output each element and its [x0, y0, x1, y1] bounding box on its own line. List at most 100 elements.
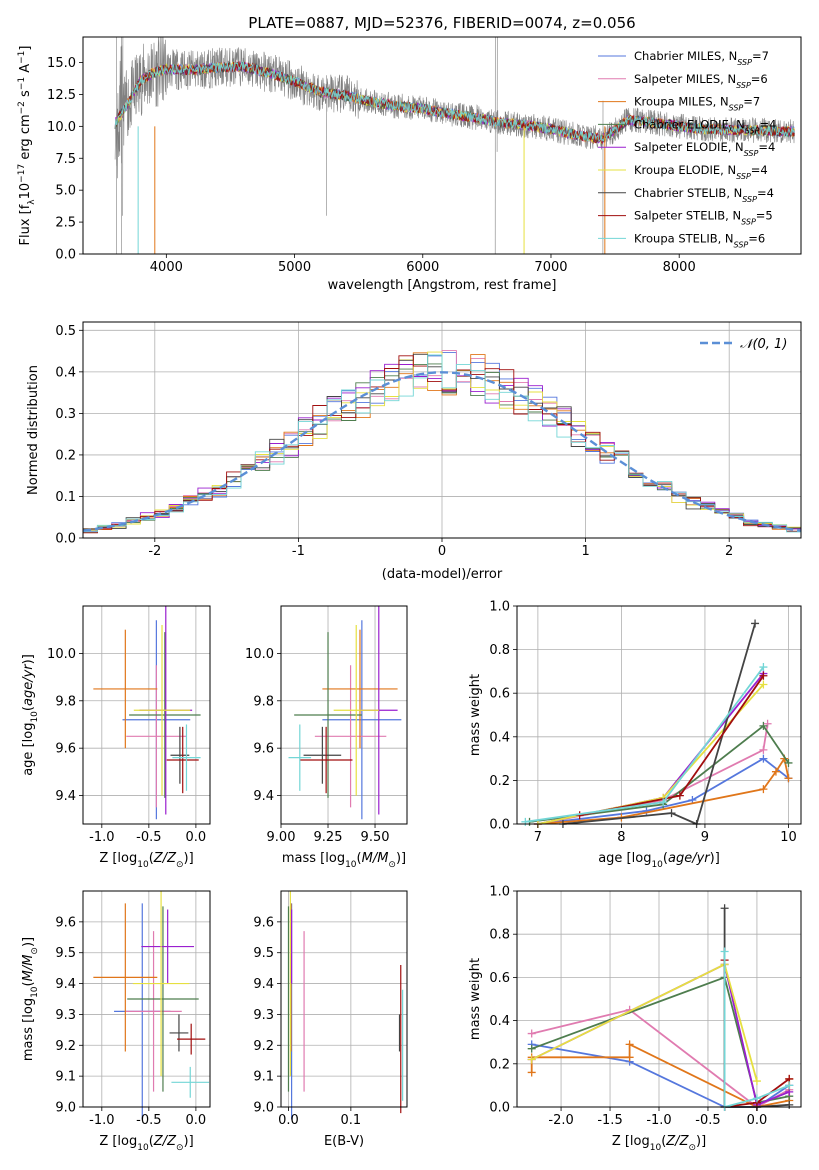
legend-text: Chabrier ELODIE, N — [634, 117, 745, 131]
series-marker — [527, 1055, 536, 1064]
label-part: ( — [149, 851, 154, 866]
legend-sub: SSP — [729, 103, 744, 112]
plot-area — [521, 619, 793, 828]
y-tick-label: 9.4 — [55, 977, 76, 992]
label-part: erg cm — [18, 114, 33, 163]
axes-frame — [516, 605, 802, 825]
x-tick-label: 8 — [617, 830, 625, 845]
label-part: ( — [21, 981, 36, 986]
legend-tail: =5 — [756, 209, 773, 223]
x-tick-label: 9.50 — [361, 830, 390, 845]
series-marker — [527, 1068, 536, 1077]
series-marker — [752, 1094, 761, 1103]
axes-frame — [82, 890, 211, 1108]
errorbar-salpeter-stelib — [166, 726, 199, 794]
x-axis-label: mass [log10(M/M⊙)] — [282, 851, 406, 870]
x-tick-label: -0.5 — [695, 1113, 720, 1128]
label-part: Flux [f — [18, 204, 33, 245]
y-tick-label: 0.4 — [489, 1014, 510, 1029]
x-tick-label: -1.0 — [646, 1113, 671, 1128]
plot-area — [288, 606, 402, 820]
ticks: 0.0 0.1 9.0 9.1 9.2 9.3 9.4 9.5 9.6 — [253, 915, 361, 1128]
x-tick-label: 0 — [438, 544, 446, 559]
x-axis-label: (data-model)/error — [382, 567, 503, 582]
x-tick-label: -1.0 — [89, 1113, 114, 1128]
series-line — [531, 976, 790, 1104]
legend-label-chabrier-elodie: Chabrier ELODIE, NSSP=4 — [634, 117, 776, 135]
panel-residuals: -2 -1 0 1 2 0.0 0.1 0.2 0.3 0.4 0.5 𝒩(0, 1) (data-mo… — [26, 321, 802, 582]
label-part: ( — [661, 1134, 666, 1149]
y-tick-label: 9.0 — [253, 1101, 274, 1116]
label-part: )] — [21, 654, 36, 664]
y-tick-label: 0.4 — [489, 730, 510, 745]
label-part: )] — [21, 937, 36, 947]
label-part: mass [log — [21, 998, 36, 1061]
x-tick-label: -0.5 — [136, 830, 161, 845]
legend-text: Salpeter MILES, N — [634, 72, 736, 86]
y-tick-label: 9.6 — [253, 742, 274, 757]
y-tick-label: 9.3 — [55, 1008, 76, 1023]
series-marker — [759, 671, 768, 680]
y-tick-label: 0.0 — [489, 1101, 510, 1116]
series-marker — [720, 904, 729, 913]
legend-label-kroupa-elodie: Kroupa ELODIE, NSSP=4 — [634, 163, 768, 181]
label-part: ( — [149, 1134, 154, 1149]
errorbar-kroupa-miles — [93, 903, 158, 1052]
series-marker — [521, 817, 530, 826]
x-axis-label: Z [log10(Z/Z⊙)] — [612, 1134, 706, 1153]
legend-tail: =7 — [752, 49, 769, 63]
x-tick-label: 9 — [701, 830, 709, 845]
label-part: ( — [21, 706, 36, 711]
label-part: 10 — [18, 183, 33, 200]
y-tick-label: 9.5 — [253, 946, 274, 961]
legend-text: Chabrier MILES, N — [634, 49, 737, 63]
x-tick-label: 5000 — [278, 260, 311, 275]
x-tick-label: 8000 — [663, 260, 696, 275]
y-tick-label: 9.0 — [55, 1101, 76, 1116]
label-part: )] — [710, 851, 720, 866]
y-tick-label: 10.0 — [47, 120, 76, 135]
plot-area — [93, 891, 210, 1120]
y-axis-label: age [log10(age/yr)] — [21, 654, 40, 776]
label-part: A — [18, 64, 33, 77]
label-part: Z [log — [99, 851, 137, 866]
series-marker — [642, 806, 651, 815]
series-marker — [759, 785, 768, 794]
label-part: Z/Z — [665, 1134, 689, 1149]
legend-tail: =6 — [748, 231, 765, 245]
errorbar-kroupa-miles — [93, 629, 158, 749]
x-tick-label: 7000 — [534, 260, 567, 275]
model-spectrum-salpeter-stelib — [114, 61, 795, 145]
label-part: mass weight — [468, 958, 483, 1040]
label-part: Z [log — [99, 1134, 137, 1149]
y-tick-label: 9.4 — [253, 789, 274, 804]
y-tick-label: 10.0 — [245, 647, 274, 662]
series-marker — [625, 1053, 634, 1062]
y-tick-label: 9.2 — [55, 1039, 76, 1054]
series-marker — [759, 745, 768, 754]
label-part: (data-model)/error — [382, 567, 503, 582]
label-part: 10 — [30, 986, 40, 998]
ticks: -1.0 -0.5 0.0 9.4 9.6 9.8 10.0 — [47, 647, 206, 845]
legend-label-gaussian: 𝒩(0, 1) — [740, 337, 787, 352]
panel-age-vs-mass: 9.00 9.25 9.50 9.4 9.6 9.8 10.0 mass [log10(M/M… — [245, 605, 408, 870]
label-part: )] — [696, 1134, 706, 1149]
plot-area — [287, 891, 404, 1120]
legend-text: Chabrier STELIB, N — [634, 186, 742, 200]
legend-text: Salpeter STELIB, N — [634, 209, 741, 223]
label-part: age [log — [598, 851, 651, 866]
y-tick-label: 0.8 — [489, 928, 510, 943]
grid — [517, 605, 801, 825]
legend-tail: =4 — [757, 186, 774, 200]
series-line — [525, 666, 765, 823]
y-tick-label: 9.1 — [253, 1070, 274, 1085]
x-tick-label: 9.25 — [314, 830, 343, 845]
series-marker — [759, 721, 768, 730]
series-line — [723, 951, 790, 1109]
errorbar-kroupa-elodie — [133, 624, 191, 796]
ticks: 4000 5000 6000 7000 8000 0.0 2.5 5.0 7.5 10.0 12.5… — [47, 56, 696, 275]
errorbar-salpeter-elodie — [141, 909, 195, 984]
label-part: −17 — [17, 164, 27, 183]
series-marker — [675, 791, 684, 800]
errorbar-chabrier-stelib — [169, 1014, 189, 1052]
